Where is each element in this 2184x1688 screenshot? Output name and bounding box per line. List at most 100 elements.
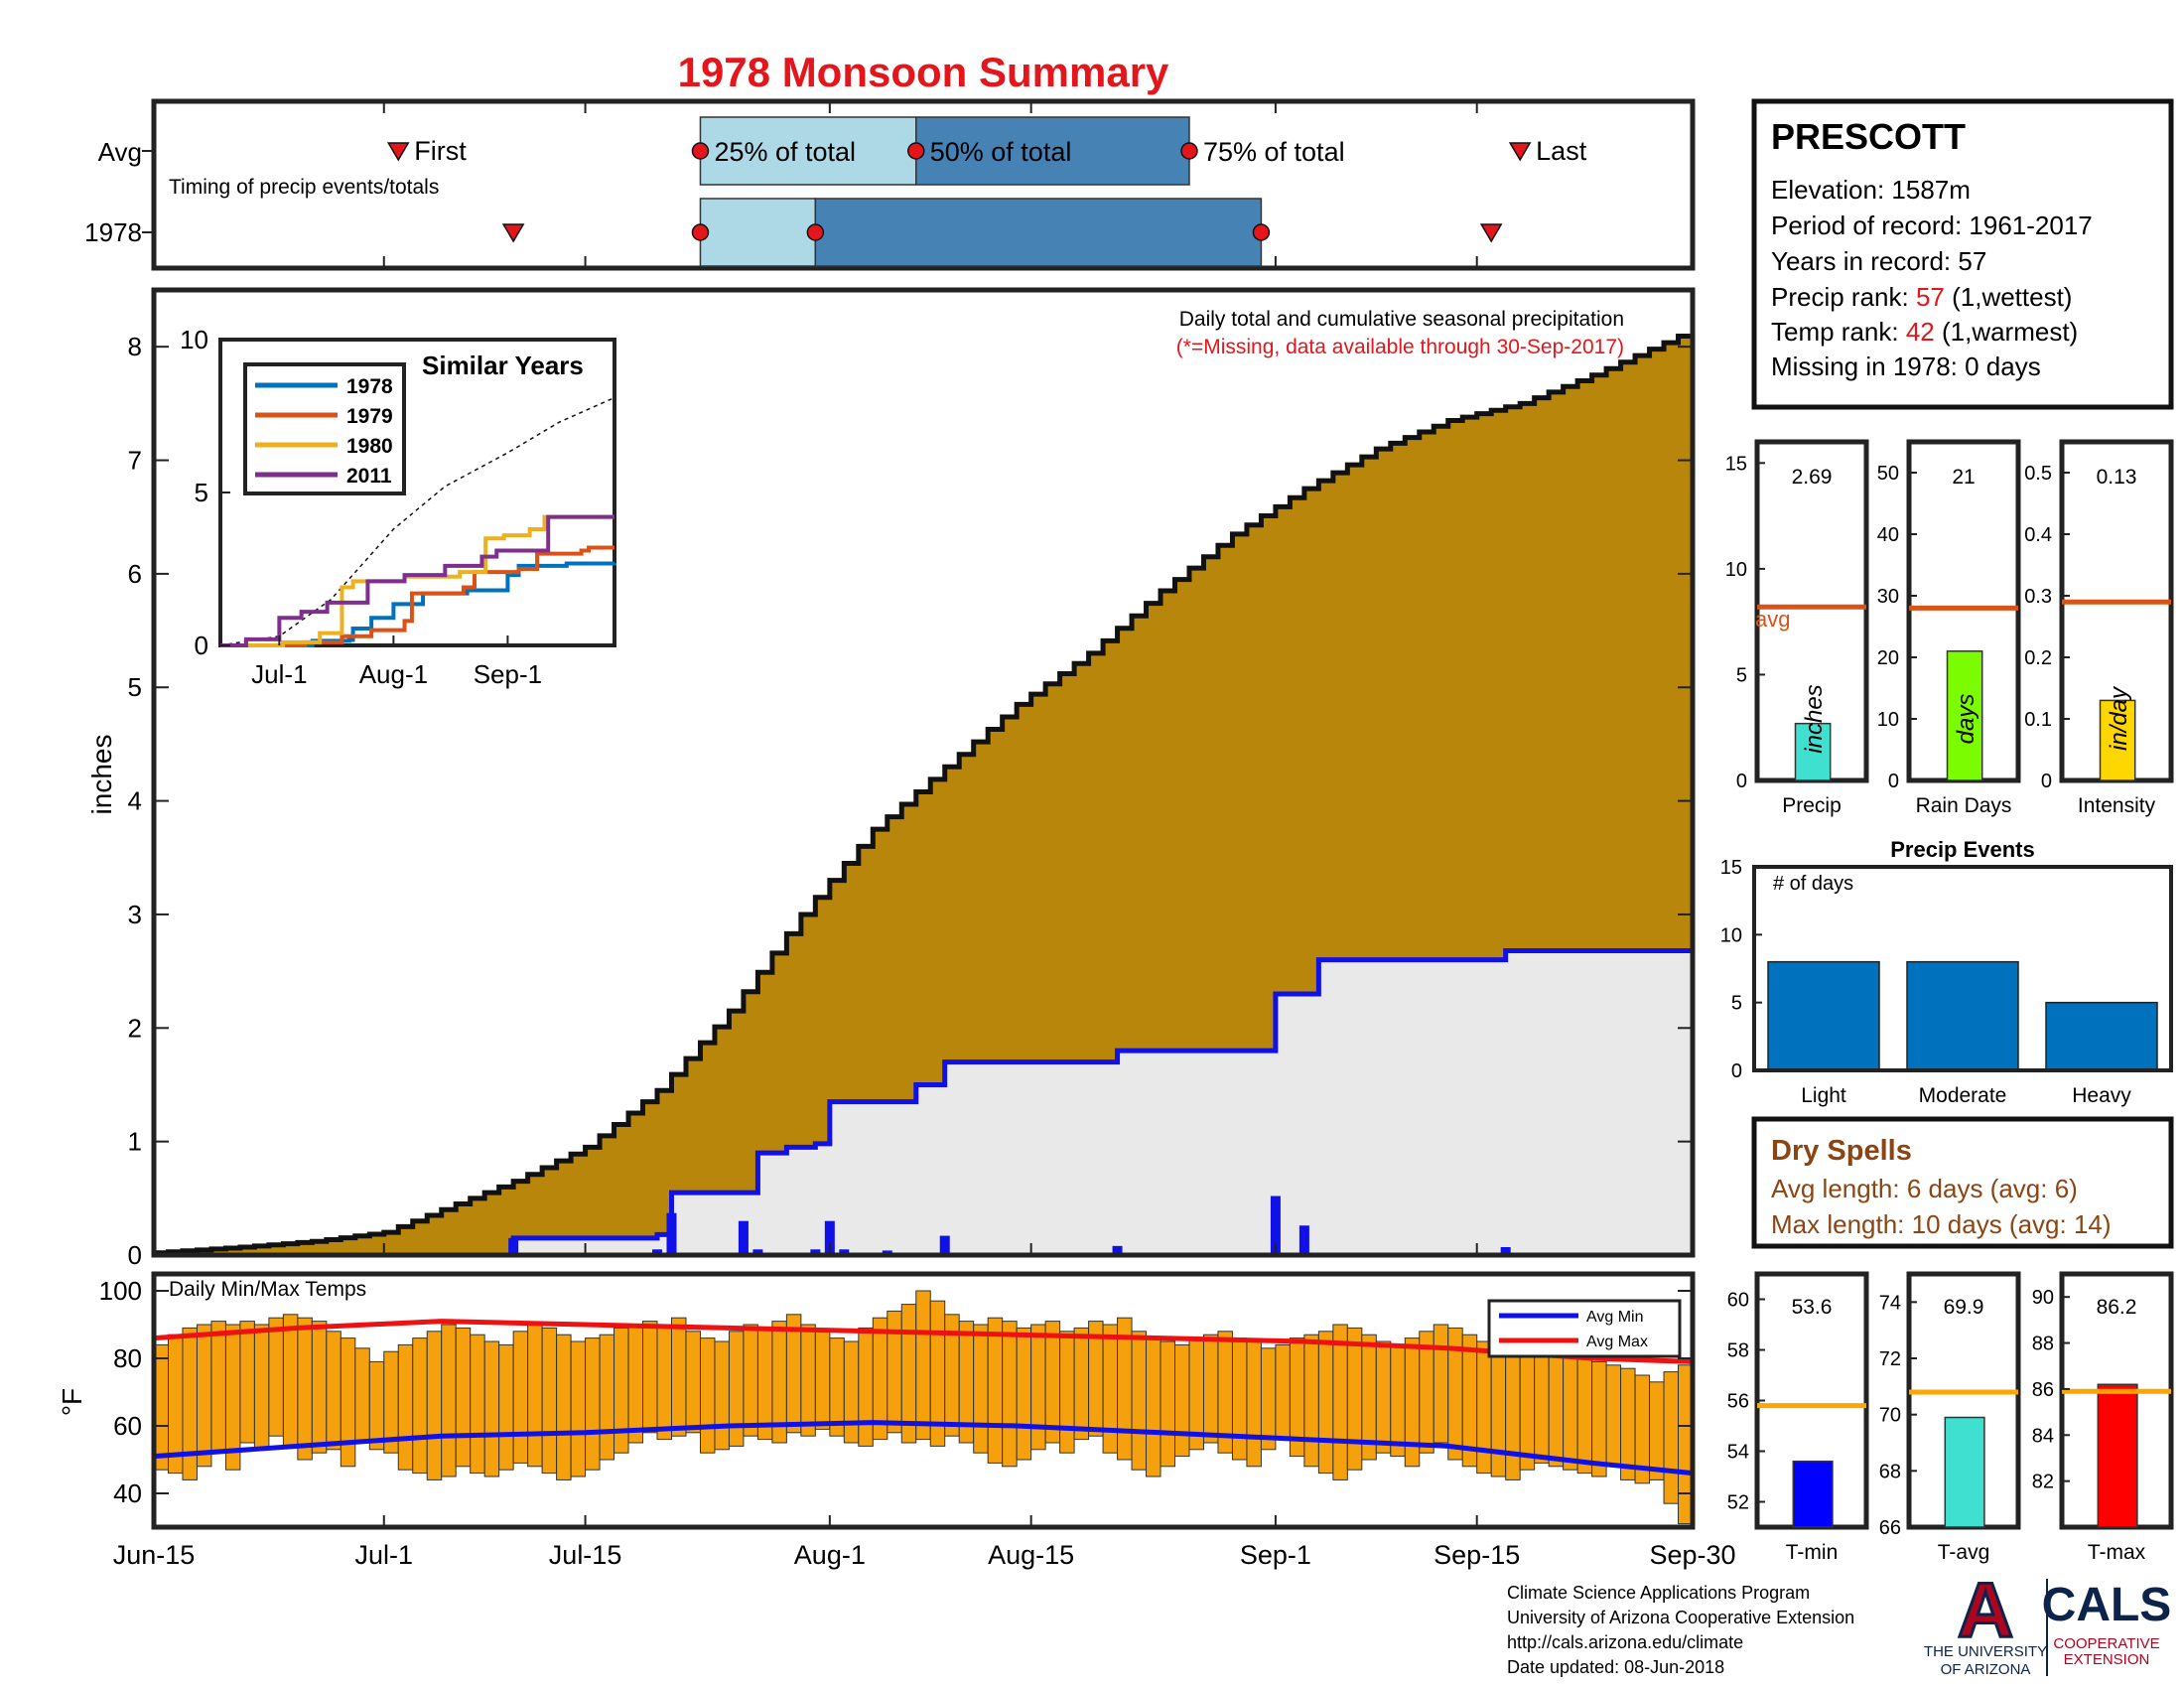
daily-temp-bar: [1576, 1357, 1593, 1475]
precip-events-panel: Precip Events Light Moderate Heavy 0 5 10 15 #…: [1720, 837, 2173, 1107]
timing-marks: First Last 25% of total 50% of total 75% of …: [386, 116, 1587, 267]
avg-max-temp-line: [153, 1319, 1694, 1364]
temp-stat-panels: 53.6 T-min 52 54 56 58 60 69.9 T-avg 66 68 70 72 74 86…: [1727, 1271, 2174, 1564]
temp-y-ticks: 40 60 80 100: [99, 1276, 1693, 1508]
daily-precip-bar: [810, 1249, 821, 1255]
daily-temp-bar: [1131, 1331, 1148, 1471]
temp-stat-ytick-label-tmax: 86: [2032, 1379, 2054, 1401]
similar-years-ytick-label: 5: [195, 478, 208, 507]
daily-temp-bar: [196, 1324, 212, 1468]
daily-precip-bar: [1500, 1246, 1511, 1255]
daily-temp-bar: [340, 1337, 356, 1468]
precip-ytick-label: 8: [128, 332, 142, 361]
timing-row-label-avg: Avg: [98, 137, 142, 167]
temp-plot-area: [153, 1290, 1694, 1525]
cals-logo-text: CALS: [2042, 1579, 2172, 1631]
daily-temp-bar: [1303, 1334, 1319, 1468]
daily-temp-bar: [1016, 1327, 1032, 1461]
temp-stat-bar-tavg: [1944, 1416, 1985, 1528]
footer-university: University of Arizona Cooperative Extens…: [1507, 1608, 1854, 1627]
daily-temp-bar: [541, 1327, 558, 1475]
temp-plot-frame: [151, 1271, 1696, 1530]
daily-temp-bar: [699, 1337, 716, 1454]
timing-last-label: Last: [1536, 136, 1587, 166]
daily-temp-bar: [785, 1314, 802, 1434]
daily-temp-bar: [182, 1327, 198, 1480]
precip-ylabel: inches: [86, 735, 117, 815]
timing-row-label-1978: 1978: [84, 217, 142, 247]
temp-stat-ytick-label-tmin: 58: [1727, 1340, 1749, 1362]
daily-temp-bar: [585, 1337, 601, 1471]
cals-logo-line1: COOPERATIVE: [2053, 1635, 2159, 1652]
precip-plot-area: [154, 330, 1696, 1258]
precip-rank-suffix: (1,wettest): [1945, 282, 2073, 312]
timing-note: Timing of precip events/totals: [169, 176, 439, 199]
daily-precip-bar: [752, 1249, 763, 1255]
daily-temp-bar: [483, 1340, 500, 1477]
similar-years-ytick-label: 10: [180, 325, 208, 354]
similar-years-legend-items: 1978 1979 1980 2011: [255, 375, 393, 488]
stat-ytick-label-rain_days: 10: [1877, 709, 1899, 731]
timing-avg-event-triangle: [386, 142, 410, 162]
temp-legend-avg-max: Avg Max: [1586, 1334, 1648, 1350]
stat-bar-intensity: [2099, 699, 2136, 781]
precip-ytick-label: 4: [128, 786, 142, 816]
date-xtick-label: Sep-1: [1240, 1540, 1311, 1570]
station-precip-rank: Precip rank: 57 (1,wettest): [1771, 282, 2072, 312]
footer-date: Date updated: 08-Jun-2018: [1507, 1657, 1724, 1677]
stat-ytick-label-rain_days: 0: [1888, 771, 1899, 792]
daily-temp-bar: [326, 1331, 341, 1451]
university-of-arizona-logo: A THE UNIVERSITY OF ARIZONA: [1924, 1565, 2047, 1679]
temp-stat-ytick-label-tmin: 52: [1727, 1492, 1749, 1514]
station-temp-rank: Temp rank: 42 (1,warmest): [1771, 317, 2078, 347]
timing-y1978-25-50-box: [699, 198, 817, 267]
similar-years-legend-label: 1978: [346, 375, 393, 398]
temp-stat-ytick-label-tmax: 90: [2032, 1287, 2054, 1309]
stat-value-intensity: 0.13: [2097, 466, 2137, 489]
daily-temp-bar: [1044, 1321, 1061, 1444]
daily-temp-bar: [1174, 1343, 1190, 1458]
dry-spells-max-length: Max length: 10 days (avg: 14): [1771, 1209, 2112, 1239]
daily-temp-bar: [728, 1331, 745, 1447]
precip-rank-prefix: Precip rank:: [1771, 282, 1916, 312]
stat-ytick-label-intensity: 0.1: [2024, 709, 2052, 731]
daily-temp-bar: [858, 1327, 874, 1447]
temp-stat-xlabel-tmax: T-max: [2088, 1541, 2146, 1564]
stat-unit-precip: inches: [1801, 684, 1828, 753]
timing-y1978-event-triangle: [1479, 223, 1503, 243]
stat-bar-precip: [1794, 722, 1832, 781]
figure-title: 1978 Monsoon Summary: [678, 49, 1169, 95]
daily-temp-bar: [354, 1347, 370, 1444]
daily-temp-bar: [627, 1324, 644, 1444]
daily-temp-bar: [642, 1321, 658, 1434]
cumulative-1978-area: [154, 949, 1693, 1255]
daily-temp-bar: [1649, 1381, 1665, 1480]
temp-stat-ytick-label-tmax: 88: [2032, 1334, 2054, 1355]
daily-temp-bar: [470, 1334, 485, 1475]
daily-temp-bar: [1160, 1340, 1176, 1468]
dry-spells-title: Dry Spells: [1771, 1135, 1912, 1167]
precip-event-bar: [1767, 960, 1880, 1071]
daily-temp-bar: [210, 1321, 226, 1454]
daily-temp-bar: [1390, 1343, 1406, 1458]
daily-temp-bar: [1146, 1337, 1161, 1477]
precip-event-bar: [1906, 960, 2019, 1071]
timing-25pct-label: 25% of total: [714, 137, 856, 167]
daily-temp-bar: [268, 1317, 284, 1437]
daily-temp-bar: [368, 1360, 385, 1451]
precip-ytick-label: 1: [128, 1127, 142, 1157]
precip-ytick-label: 3: [128, 900, 142, 929]
temp-ytick-label: 60: [113, 1411, 142, 1441]
daily-precip-bar: [839, 1249, 850, 1255]
temp-stat-ytick-label-tavg: 68: [1879, 1461, 1901, 1482]
daily-temp-bar: [512, 1331, 529, 1464]
daily-precip-bar: [939, 1235, 950, 1255]
temp-stat-ytick-label-tmax: 82: [2032, 1472, 2054, 1493]
stat-value-rain_days: 21: [1952, 466, 1975, 489]
daily-temp-bar: [1620, 1367, 1636, 1480]
timing-50pct-label: 50% of total: [930, 137, 1072, 167]
similar-years-xtick-label: Aug-1: [359, 659, 428, 689]
stat-ytick-label-intensity: 0.2: [2024, 647, 2052, 669]
daily-temp-bar: [239, 1321, 255, 1444]
station-info-frame: [1751, 98, 2174, 410]
